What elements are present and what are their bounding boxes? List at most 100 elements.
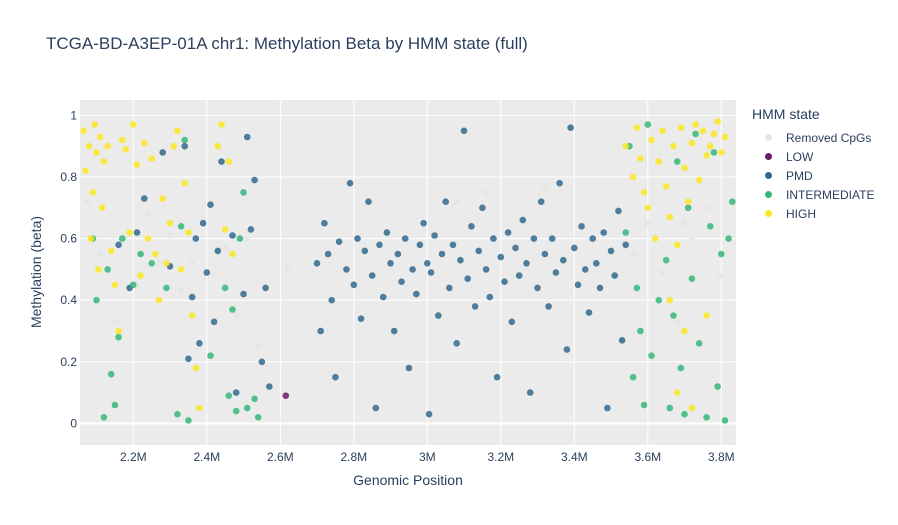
point-high	[710, 130, 718, 138]
point-intermediate	[662, 256, 670, 264]
point-pmd	[141, 195, 148, 202]
point-pmd	[534, 284, 541, 292]
point-pmd	[188, 293, 196, 301]
legend-item[interactable]: LOW	[752, 147, 874, 166]
x-tick-label: 3.6M	[634, 450, 661, 464]
point-high	[130, 121, 137, 128]
legend-label: PMD	[786, 168, 813, 183]
point-intermediate	[251, 395, 258, 403]
point-removed-cpgs	[659, 269, 666, 276]
point-removed-cpgs	[177, 287, 185, 295]
point-pmd	[596, 284, 604, 292]
point-pmd	[545, 303, 552, 310]
point-pmd	[493, 373, 501, 381]
point-pmd	[530, 235, 538, 242]
point-intermediate	[232, 407, 240, 415]
point-intermediate	[721, 417, 729, 424]
point-high	[637, 155, 644, 162]
point-pmd	[394, 250, 402, 258]
point-intermediate	[710, 149, 718, 156]
legend-items: Removed CpGs LOW PMD INTERMEDIATE HIGH	[752, 128, 874, 223]
point-pmd	[508, 318, 516, 326]
point-pmd	[600, 229, 607, 236]
point-removed-cpgs	[688, 235, 696, 242]
point-high	[229, 250, 236, 258]
point-high	[673, 389, 681, 396]
point-pmd	[512, 244, 519, 252]
legend-title: HMM state	[752, 106, 820, 122]
y-tick-label: 0.4	[60, 293, 77, 307]
point-pmd	[214, 247, 222, 255]
point-pmd	[504, 229, 512, 236]
scatter-points	[80, 118, 736, 424]
point-pmd	[541, 250, 549, 258]
x-tick-label: 2.6M	[267, 450, 294, 464]
legend-item[interactable]: HIGH	[752, 204, 874, 223]
point-high	[721, 133, 729, 141]
point-removed-cpgs	[188, 260, 196, 267]
legend-swatch-icon	[765, 191, 772, 198]
y-axis-title: Methylation (beta)	[28, 216, 44, 328]
point-intermediate	[163, 284, 170, 292]
point-pmd	[247, 226, 255, 233]
point-intermediate	[207, 352, 214, 360]
point-intermediate	[119, 235, 126, 242]
legend-swatch-icon	[765, 172, 772, 179]
legend-label: Removed CpGs	[786, 130, 872, 145]
point-pmd	[446, 284, 453, 292]
point-high	[218, 121, 225, 128]
point-removed-cpgs	[673, 318, 681, 326]
point-high	[648, 136, 655, 144]
point-intermediate	[137, 250, 144, 258]
point-high	[80, 127, 87, 135]
point-high	[104, 142, 111, 150]
point-pmd	[405, 364, 413, 372]
point-intermediate	[225, 392, 233, 400]
point-pmd	[468, 223, 475, 230]
point-high	[192, 364, 200, 372]
point-pmd	[519, 216, 527, 224]
point-pmd	[582, 266, 589, 273]
point-intermediate	[181, 136, 188, 144]
legend-label: LOW	[786, 149, 814, 164]
x-tick-label: 3.8M	[708, 450, 735, 464]
point-intermediate	[714, 383, 721, 390]
point-high	[166, 219, 174, 227]
point-pmd	[332, 373, 339, 381]
point-high	[659, 127, 666, 135]
point-pmd	[361, 247, 369, 255]
legend-label: INTERMEDIATE	[786, 187, 875, 202]
point-high	[221, 226, 229, 233]
point-pmd	[262, 284, 269, 292]
point-removed-cpgs	[155, 260, 163, 267]
point-removed-cpgs	[644, 219, 652, 227]
point-high	[95, 266, 102, 273]
point-high	[699, 127, 707, 135]
point-high	[714, 118, 721, 125]
legend-item[interactable]: INTERMEDIATE	[752, 185, 874, 204]
point-removed-cpgs	[210, 272, 218, 279]
point-pmd	[442, 198, 450, 205]
point-intermediate	[104, 266, 111, 273]
x-tick-label: 3.4M	[561, 450, 588, 464]
point-pmd	[159, 149, 166, 156]
point-pmd	[486, 293, 494, 301]
point-pmd	[515, 272, 523, 279]
point-intermediate	[221, 284, 229, 292]
point-intermediate	[703, 414, 710, 421]
point-high	[163, 260, 170, 267]
point-pmd	[401, 235, 409, 242]
point-pmd	[460, 127, 468, 135]
point-intermediate	[107, 370, 115, 378]
point-pmd	[372, 404, 380, 412]
point-pmd	[420, 219, 427, 227]
point-pmd	[232, 389, 240, 396]
legend-item[interactable]: Removed CpGs	[752, 128, 874, 147]
point-intermediate	[688, 275, 696, 283]
point-removed-cpgs	[166, 232, 174, 239]
point-pmd	[604, 404, 611, 412]
x-tick-label: 2.4M	[193, 450, 220, 464]
point-pmd	[313, 260, 321, 267]
point-intermediate	[254, 414, 262, 421]
legend-item[interactable]: PMD	[752, 166, 874, 185]
